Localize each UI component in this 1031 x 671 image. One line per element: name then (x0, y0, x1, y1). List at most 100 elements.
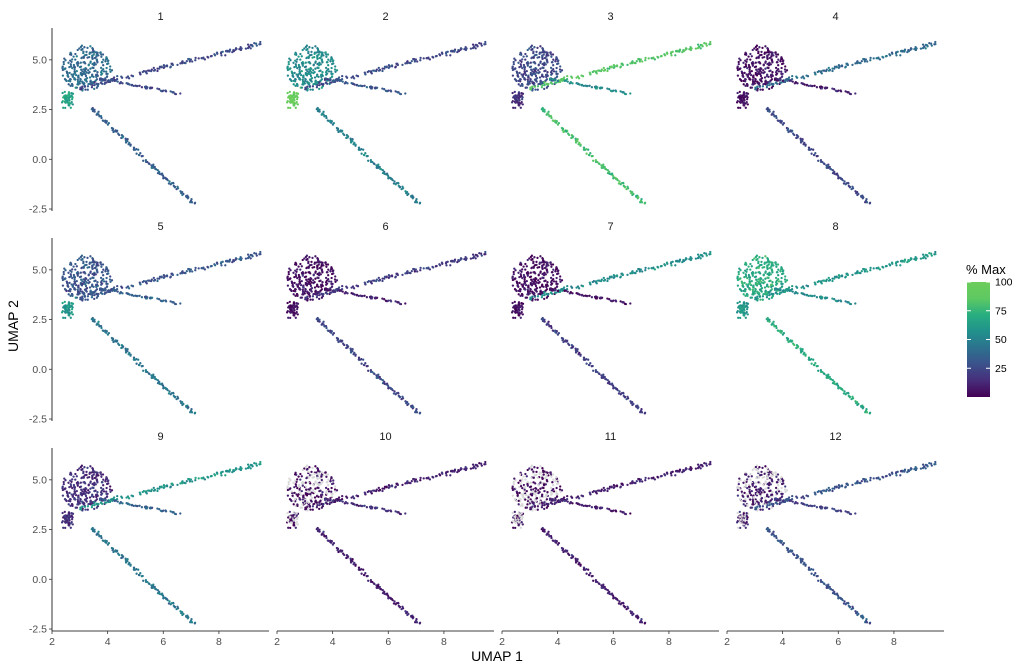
cell-point (329, 329, 332, 332)
cell-point (93, 108, 96, 111)
cell-point (534, 62, 537, 65)
cell-point (484, 250, 487, 254)
cell-point (397, 184, 400, 188)
cell-point (776, 119, 779, 122)
cell-point (638, 60, 642, 63)
cell-point (376, 374, 380, 377)
cell-point (781, 72, 784, 76)
cell-point (550, 265, 553, 268)
cell-point (760, 76, 764, 80)
cell-point (300, 69, 303, 73)
cell-point (294, 106, 297, 109)
cell-point (480, 254, 483, 257)
cell-point (763, 76, 767, 79)
cell-point (537, 279, 540, 282)
cell-point (554, 269, 557, 273)
cell-point (640, 411, 644, 414)
cell-point (133, 148, 137, 151)
cell-point (120, 286, 124, 289)
cell-point (150, 166, 153, 169)
cell-point (184, 61, 187, 65)
cell-point (305, 68, 308, 71)
cell-point (754, 255, 758, 259)
cell-point (93, 297, 96, 301)
cell-point (290, 79, 293, 83)
cell-point (530, 56, 533, 60)
cell-point (831, 69, 834, 73)
cell-point (705, 254, 708, 257)
cell-point (869, 59, 872, 62)
cell-point (782, 59, 785, 62)
cell-point (529, 61, 532, 64)
cell-point (109, 275, 112, 278)
cell-point (109, 70, 112, 73)
cell-point (363, 294, 366, 297)
cell-point (172, 394, 175, 398)
cell-point (91, 294, 94, 297)
cell-point (200, 57, 203, 60)
cell-point (202, 56, 205, 59)
cell-point (575, 292, 578, 295)
cell-point (601, 164, 605, 167)
cell-point (550, 116, 553, 120)
cell-point (631, 401, 634, 404)
cell-point (532, 81, 535, 84)
panel-points (510, 40, 712, 205)
cell-point (126, 137, 129, 141)
cell-point (156, 87, 159, 90)
cell-point (764, 255, 767, 258)
cell-point (290, 70, 293, 73)
cell-point (291, 304, 294, 307)
cell-point (295, 302, 298, 305)
cell-point (139, 73, 142, 76)
cell-point (551, 271, 554, 274)
cell-point (96, 71, 99, 74)
cell-point (415, 201, 419, 204)
cell-point (176, 395, 179, 398)
cell-point (81, 72, 84, 76)
cell-point (453, 49, 456, 52)
cell-point (555, 75, 559, 78)
cell-point (315, 291, 319, 294)
cell-point (833, 170, 836, 173)
cell-point (538, 70, 541, 74)
cell-point (545, 285, 548, 289)
cell-point (736, 65, 739, 68)
cell-point (612, 177, 615, 180)
cell-point (101, 78, 104, 81)
cell-point (742, 101, 746, 104)
cell-point (523, 68, 526, 71)
cell-point (115, 77, 119, 81)
cell-point (545, 58, 548, 62)
cell-point (128, 141, 131, 145)
cell-point (63, 90, 66, 94)
panel-points (285, 250, 487, 415)
cell-point (564, 340, 568, 343)
cell-point (738, 57, 741, 60)
cell-point (736, 301, 739, 305)
cell-point (758, 85, 762, 88)
cell-point (293, 78, 297, 81)
cell-point (536, 256, 539, 260)
cell-point (383, 170, 386, 173)
cell-point (125, 82, 128, 85)
cell-point (571, 82, 574, 85)
cell-point (410, 269, 413, 273)
cell-point (795, 76, 799, 79)
cell-point (318, 56, 322, 60)
cell-point (67, 311, 71, 314)
cell-point (517, 308, 520, 311)
cell-point (105, 70, 108, 73)
cell-point (747, 63, 751, 67)
cell-point (200, 267, 203, 270)
cell-point (97, 54, 100, 57)
panel-points (735, 40, 937, 205)
cell-point (69, 64, 73, 68)
cell-point (70, 100, 73, 104)
cell-point (82, 260, 85, 263)
cell-point (763, 262, 766, 266)
cell-point (259, 250, 262, 254)
cell-point (158, 380, 161, 383)
cell-point (521, 58, 524, 61)
cell-point (815, 86, 819, 89)
